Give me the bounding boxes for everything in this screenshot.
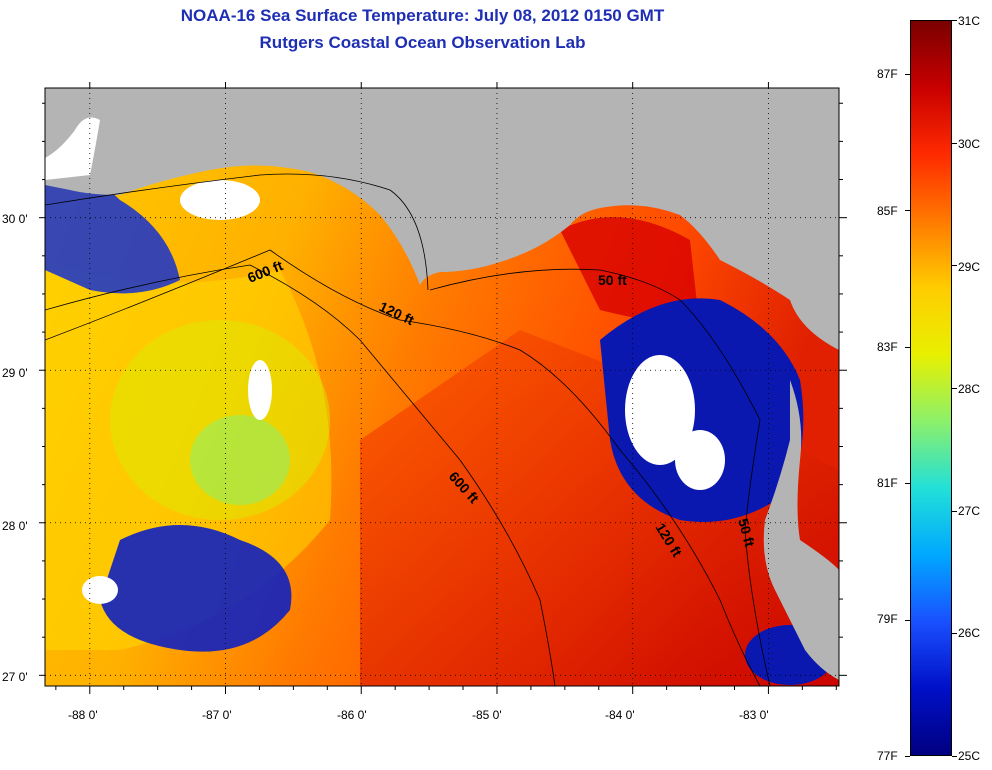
- colorbar-fahrenheit-tick: [905, 756, 910, 757]
- colorbar-celsius-label: 25C: [958, 749, 981, 763]
- colorbar-celsius-label: 30C: [958, 137, 981, 151]
- lon-tick-label: -83 0': [739, 708, 769, 722]
- lat-tick-label: 30 0': [2, 212, 28, 226]
- colorbar-fahrenheit-tick: [905, 483, 910, 484]
- temperature-colorbar: [910, 20, 952, 756]
- map-frame: [44, 87, 840, 687]
- colorbar-fahrenheit-tick: [905, 347, 910, 348]
- colorbar-celsius-label: 27C: [958, 504, 981, 518]
- colorbar-fahrenheit-label: 79F: [877, 612, 898, 626]
- warm-bigbend-water: [560, 217, 700, 330]
- white-cloud-nw: [180, 180, 260, 220]
- colorbar-celsius-tick: [952, 265, 957, 266]
- mobile-bay-shore: [45, 117, 100, 180]
- contour-600ft: [45, 264, 556, 686]
- lat-tick-label: 28 0': [2, 519, 28, 533]
- colorbar-fahrenheit-tick: [905, 74, 910, 75]
- colorbar-fahrenheit-label: 81F: [877, 476, 898, 490]
- white-cloud-ne: [625, 355, 695, 465]
- colorbar-celsius-label: 28C: [958, 382, 981, 396]
- colorbar-celsius-tick: [952, 633, 957, 634]
- colorbar-fahrenheit-tick: [905, 210, 910, 211]
- colorbar-fahrenheit-tick: [905, 620, 910, 621]
- lon-tick-label: -84 0': [605, 708, 635, 722]
- colorbar-fahrenheit-label: 83F: [877, 340, 898, 354]
- lat-tick-label: 29 0': [2, 366, 28, 380]
- cloud-patch-sw: [100, 525, 292, 652]
- colorbar-fahrenheit-label: 85F: [877, 204, 898, 218]
- colorbar-fahrenheit-label: 87F: [877, 67, 898, 81]
- land-florida-peninsula: [763, 380, 839, 680]
- green-patch: [190, 415, 290, 505]
- white-cloud-ne2: [675, 430, 725, 490]
- contour-50ft-east: [429, 268, 771, 686]
- colorbar-celsius-tick: [952, 756, 957, 757]
- contour-label-50ft-bigbend: 50 ft: [598, 272, 627, 288]
- map-subtitle: Rutgers Coastal Ocean Observation Lab: [259, 33, 586, 52]
- colorbar-fahrenheit-label: 77F: [877, 749, 898, 763]
- colorbar-celsius-label: 26C: [958, 626, 981, 640]
- lon-tick-label: -85 0': [472, 708, 502, 722]
- lon-tick-label: -88 0': [68, 708, 98, 722]
- land-north: [45, 88, 839, 350]
- white-cloud-mid: [248, 360, 272, 420]
- white-cloud-sw: [82, 576, 118, 604]
- colorbar-celsius-label: 31C: [958, 14, 981, 28]
- lon-tick-label: -86 0': [337, 708, 367, 722]
- colorbar-celsius-tick: [952, 143, 957, 144]
- axis-ticks: [39, 82, 847, 694]
- colorbar-celsius-tick: [952, 511, 957, 512]
- contour-50ft-west: [45, 173, 429, 291]
- lon-tick-label: -87 0': [202, 708, 232, 722]
- colorbar-celsius-label: 29C: [958, 260, 981, 274]
- lat-tick-label: 27 0': [2, 670, 28, 684]
- contour-120ft: [45, 249, 761, 686]
- map-title: NOAA-16 Sea Surface Temperature: July 08…: [180, 6, 665, 25]
- colorbar-celsius-tick: [952, 388, 957, 389]
- colorbar-celsius-tick: [952, 20, 957, 21]
- contour-label-50ft-south: 50 ft: [735, 517, 758, 549]
- cloud-patch-nw: [45, 160, 180, 294]
